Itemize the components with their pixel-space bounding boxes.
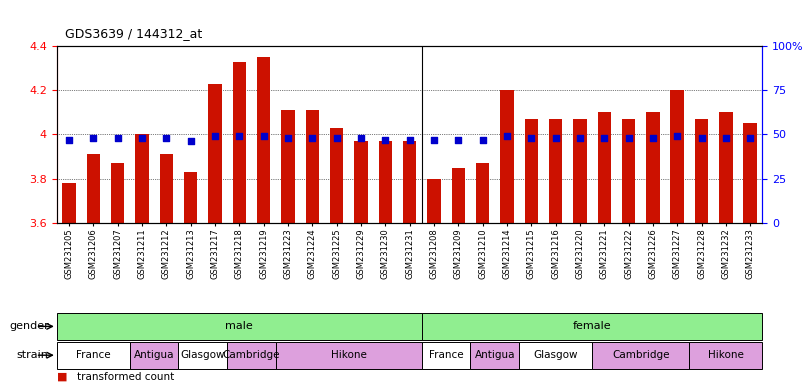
Bar <box>452 167 465 223</box>
Point <box>306 135 319 141</box>
Bar <box>500 90 513 223</box>
Bar <box>135 134 148 223</box>
Text: Antigua: Antigua <box>474 350 515 360</box>
Text: strain: strain <box>17 350 49 360</box>
Text: Cambridge: Cambridge <box>612 350 669 360</box>
Point <box>354 135 367 141</box>
Text: GDS3639 / 144312_at: GDS3639 / 144312_at <box>65 27 202 40</box>
Point <box>573 135 586 141</box>
Bar <box>689 342 762 369</box>
Point <box>330 135 343 141</box>
Bar <box>695 119 708 223</box>
Bar <box>330 128 343 223</box>
Point <box>62 137 75 143</box>
Bar <box>257 57 270 223</box>
Point <box>208 133 221 139</box>
Text: Hikone: Hikone <box>708 350 744 360</box>
Text: ■: ■ <box>57 372 67 382</box>
Bar <box>184 172 197 223</box>
Point <box>257 133 270 139</box>
Point <box>160 135 173 141</box>
Text: male: male <box>225 321 253 331</box>
Text: Cambridge: Cambridge <box>223 350 280 360</box>
Bar <box>719 113 732 223</box>
Point <box>500 133 513 139</box>
Point <box>135 135 148 141</box>
Point <box>744 135 757 141</box>
Bar <box>476 163 489 223</box>
Bar <box>57 313 422 340</box>
Bar <box>622 119 635 223</box>
Bar <box>646 113 659 223</box>
Bar <box>379 141 392 223</box>
Bar <box>62 183 75 223</box>
Bar <box>525 119 538 223</box>
Bar <box>549 119 562 223</box>
Bar <box>130 342 178 369</box>
Text: Antigua: Antigua <box>134 350 174 360</box>
Bar <box>57 342 130 369</box>
Bar <box>306 110 319 223</box>
Bar <box>592 342 689 369</box>
Bar <box>598 113 611 223</box>
Point <box>719 135 732 141</box>
Bar <box>519 342 592 369</box>
Point <box>111 135 124 141</box>
Bar <box>422 342 470 369</box>
Bar <box>208 84 221 223</box>
Point <box>233 133 246 139</box>
Text: transformed count: transformed count <box>77 372 174 382</box>
Bar <box>227 342 276 369</box>
Point <box>695 135 708 141</box>
Point <box>671 133 684 139</box>
Bar <box>403 141 416 223</box>
Bar <box>422 313 762 340</box>
Bar <box>573 119 586 223</box>
Bar <box>276 342 422 369</box>
Bar <box>233 61 246 223</box>
Point <box>622 135 635 141</box>
Bar <box>281 110 294 223</box>
Point <box>403 137 416 143</box>
Point <box>281 135 294 141</box>
Text: Glasgow: Glasgow <box>181 350 225 360</box>
Point <box>184 138 197 144</box>
Bar <box>111 163 124 223</box>
Point <box>427 137 440 143</box>
Bar <box>87 154 100 223</box>
Bar <box>354 141 367 223</box>
Point <box>87 135 100 141</box>
Bar <box>470 342 519 369</box>
Text: Hikone: Hikone <box>331 350 367 360</box>
Bar <box>178 342 227 369</box>
Bar <box>160 154 173 223</box>
Bar <box>671 90 684 223</box>
Text: France: France <box>429 350 463 360</box>
Point <box>476 137 489 143</box>
Text: gender: gender <box>9 321 49 331</box>
Point <box>598 135 611 141</box>
Point <box>549 135 562 141</box>
Text: France: France <box>76 350 110 360</box>
Point <box>379 137 392 143</box>
Point <box>646 135 659 141</box>
Bar <box>744 123 757 223</box>
Text: Glasgow: Glasgow <box>534 350 577 360</box>
Point <box>452 137 465 143</box>
Text: female: female <box>573 321 611 331</box>
Point <box>525 135 538 141</box>
Bar <box>427 179 440 223</box>
